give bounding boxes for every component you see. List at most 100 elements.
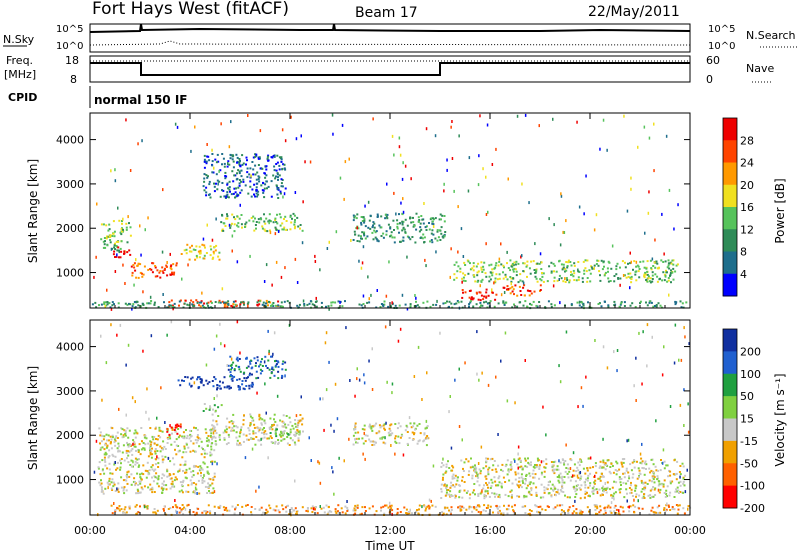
echo-cell <box>601 466 604 469</box>
echo-cell <box>153 491 156 493</box>
power-ylabel: Slant Range [km] <box>26 159 40 263</box>
echo-cell <box>478 468 481 471</box>
echo-cell <box>174 504 177 507</box>
echo-cell <box>507 504 510 507</box>
echo-cell <box>218 384 221 387</box>
echo-cell <box>363 232 365 235</box>
echo-cell <box>157 475 160 478</box>
echo-cell <box>668 505 670 508</box>
echo-cell <box>358 240 361 243</box>
echo-cell <box>352 434 355 437</box>
echo-cell <box>281 179 284 181</box>
echo-cell <box>163 301 165 304</box>
echo-cell <box>593 481 596 484</box>
echo-cell <box>582 260 585 263</box>
echo-cell <box>180 253 183 255</box>
echo-cell <box>375 237 378 240</box>
echo-cell <box>595 488 598 491</box>
echo-cell <box>236 177 239 180</box>
time-axis-label: Time UT <box>364 539 415 553</box>
echo-cell <box>610 494 613 497</box>
echo-cell <box>434 505 437 508</box>
echo-cell <box>226 165 229 168</box>
echo-cell <box>283 300 286 303</box>
echo-cell <box>526 289 529 292</box>
echo-cell <box>274 232 277 236</box>
echo-cell <box>203 302 206 305</box>
echo-cell <box>591 490 594 493</box>
echo-cell <box>624 266 627 269</box>
echo-cell <box>230 386 232 389</box>
echo-cell <box>484 272 487 275</box>
echo-cell <box>112 220 115 223</box>
echo-cell <box>491 468 494 471</box>
echo-cell <box>424 226 427 229</box>
echo-cell <box>675 301 678 304</box>
echo-cell <box>109 435 112 438</box>
echo-cell <box>665 489 668 492</box>
echo-cell <box>104 301 107 304</box>
echo-cell <box>572 505 575 507</box>
echo-cell <box>210 445 213 448</box>
echo-cell <box>536 305 539 308</box>
echo-cell <box>159 429 162 432</box>
echo-cell <box>587 486 590 489</box>
echo-cell <box>253 426 256 429</box>
echo-cell <box>613 275 616 277</box>
echo-cell <box>391 432 394 435</box>
echo-cell <box>200 301 203 304</box>
echo-cell <box>657 488 660 492</box>
echo-cell <box>487 471 490 473</box>
echo-cell <box>172 263 175 266</box>
echo-cell <box>141 488 144 491</box>
echo-cell <box>239 191 242 194</box>
y-tick-label: 3000 <box>56 178 84 191</box>
echo-cell <box>274 177 277 180</box>
echo-cell <box>580 475 583 478</box>
echo-cell <box>516 114 519 118</box>
echo-cell <box>126 476 128 479</box>
echo-cell <box>483 301 485 304</box>
echo-cell <box>544 509 547 511</box>
echo-cell <box>467 473 470 476</box>
echo-cell <box>151 491 154 494</box>
echo-cell <box>169 473 172 476</box>
echo-cell <box>169 477 172 480</box>
echo-cell <box>488 275 491 278</box>
echo-cell <box>570 270 572 273</box>
echo-cell <box>284 506 287 509</box>
echo-cell <box>149 453 152 456</box>
echo-cell <box>375 230 378 233</box>
echo-cell <box>666 485 669 488</box>
echo-cell <box>185 443 188 446</box>
echo-cell <box>659 469 662 472</box>
echo-cell <box>473 507 476 510</box>
echo-cell <box>197 465 200 468</box>
echo-cell <box>186 504 189 507</box>
echo-cell <box>139 263 142 266</box>
echo-cell <box>182 436 185 439</box>
echo-cell <box>687 402 689 406</box>
echo-cell <box>624 274 626 277</box>
echo-cell <box>100 440 103 443</box>
echo-cell <box>178 469 181 472</box>
echo-cell <box>258 300 261 303</box>
echo-cell <box>566 496 569 499</box>
echo-cell <box>274 440 277 443</box>
echo-cell <box>259 360 262 363</box>
echo-cell <box>116 467 119 470</box>
echo-cell <box>233 230 236 233</box>
echo-cell <box>147 486 150 489</box>
echo-cell <box>117 490 120 493</box>
echo-cell <box>181 481 184 484</box>
echo-cell <box>170 320 173 324</box>
echo-cell <box>547 300 550 303</box>
echo-cell <box>598 511 601 514</box>
echo-cell <box>227 368 230 371</box>
echo-cell <box>239 165 242 168</box>
echo-cell <box>654 487 657 490</box>
echo-cell <box>424 438 427 440</box>
echo-cell <box>482 298 485 301</box>
echo-cell <box>179 299 182 302</box>
echo-cell <box>486 483 489 486</box>
